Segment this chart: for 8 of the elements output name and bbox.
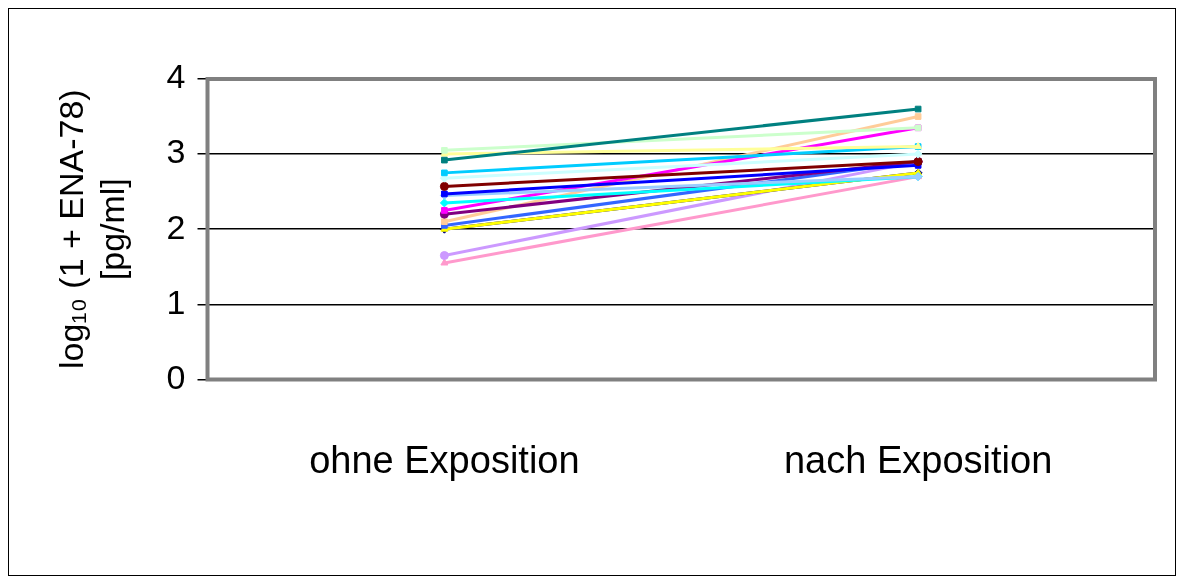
y-tick-label: 4: [166, 57, 186, 96]
x-tick-label: nach Exposition: [783, 438, 1053, 481]
x-tick-label: ohne Exposition: [309, 438, 580, 481]
y-tick-label: 1: [166, 282, 186, 321]
y-tick-label: 3: [166, 132, 186, 171]
y-tick-label: 2: [166, 207, 186, 246]
y-tick-label: 0: [166, 357, 186, 396]
y-axis-title: log₁₀ (1 + ENA-78) [pg/ml]: [51, 89, 131, 370]
